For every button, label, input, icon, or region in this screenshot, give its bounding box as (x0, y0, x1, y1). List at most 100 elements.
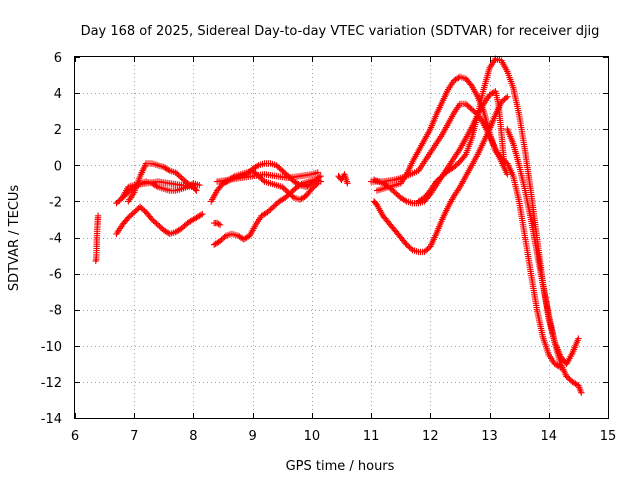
data-point (404, 242, 412, 250)
data-marks (92, 55, 585, 396)
x-tick-label: 12 (422, 429, 439, 444)
data-point (438, 172, 446, 180)
data-point (116, 197, 123, 204)
data-point (129, 210, 136, 217)
y-tick-label: -4 (49, 232, 62, 247)
data-point (221, 233, 228, 241)
data-point (154, 221, 162, 229)
data-point (274, 163, 282, 170)
data-point (253, 163, 261, 170)
y-axis-label: SDTVAR / TECUs (7, 185, 22, 292)
data-point (179, 223, 187, 231)
data-point (173, 170, 181, 178)
series-track-a (92, 212, 102, 265)
series-track-f (210, 219, 224, 229)
data-point (156, 223, 163, 230)
data-point (407, 245, 415, 252)
y-tick-label: -12 (41, 376, 62, 391)
y-tick-label: 0 (54, 159, 62, 174)
y-tick-label: -2 (49, 195, 62, 210)
data-point (314, 180, 322, 187)
data-point (498, 154, 505, 162)
y-tick-label: -8 (49, 304, 62, 319)
data-point (125, 214, 132, 221)
data-point (501, 157, 508, 164)
data-point (179, 176, 187, 183)
series-track-k (335, 171, 351, 187)
plot-frame (74, 56, 609, 419)
data-point (575, 335, 582, 342)
data-point (282, 170, 289, 177)
series-track-o (373, 73, 564, 371)
data-point (157, 224, 165, 231)
data-point (499, 156, 507, 163)
data-point (388, 186, 396, 193)
data-point (394, 191, 401, 199)
data-point (314, 169, 322, 176)
data-point (468, 106, 475, 113)
data-point (138, 204, 145, 212)
data-point (464, 102, 471, 109)
data-point (311, 177, 319, 184)
data-point (199, 210, 206, 218)
data-point (434, 176, 441, 184)
data-point (277, 166, 284, 173)
data-point (564, 374, 572, 382)
data-point (433, 178, 440, 185)
data-point (181, 177, 188, 184)
data-point (216, 237, 224, 245)
x-tick-label: 8 (189, 429, 197, 444)
data-point (128, 186, 135, 193)
data-point (270, 203, 277, 211)
data-point (150, 217, 157, 225)
x-tick-label: 13 (481, 429, 498, 444)
data-point (265, 207, 273, 215)
data-point (193, 187, 200, 194)
data-point (165, 166, 172, 174)
data-point (452, 162, 459, 169)
data-point (289, 187, 296, 195)
data-point (403, 241, 410, 248)
data-point (401, 197, 409, 204)
chart-title: Day 168 of 2025, Sidereal Day-to-day VTE… (81, 24, 600, 39)
data-point (282, 194, 289, 201)
x-tick-label: 14 (541, 429, 558, 444)
data-point (190, 183, 197, 191)
data-point (563, 373, 570, 380)
data-point (499, 97, 507, 104)
y-tick-label: -14 (41, 412, 62, 427)
x-tick-label: 15 (600, 429, 617, 444)
data-point (290, 186, 298, 193)
data-point (566, 375, 573, 383)
data-point (178, 174, 185, 182)
data-point (286, 190, 293, 197)
data-point (470, 107, 477, 114)
data-point (436, 175, 443, 183)
data-point (176, 173, 184, 180)
y-tick-label: -10 (41, 340, 62, 355)
series-track-j (213, 169, 322, 185)
data-point (114, 198, 122, 206)
y-tick-label: -6 (49, 268, 62, 283)
x-tick-label: 9 (249, 429, 257, 444)
data-point (280, 185, 287, 192)
data-point (289, 193, 296, 200)
data-point (264, 209, 271, 216)
data-point (285, 189, 292, 196)
data-point (197, 211, 205, 219)
x-tick-label: 6 (71, 429, 79, 444)
series-track-b (113, 203, 206, 238)
data-point (268, 204, 276, 212)
data-point (267, 206, 274, 213)
data-point (465, 103, 473, 110)
x-tick-label: 11 (363, 429, 380, 444)
data-point (287, 191, 295, 199)
x-axis-label: GPS time / hours (286, 459, 395, 474)
data-point (282, 186, 289, 193)
data-point (437, 174, 444, 181)
data-point (215, 220, 222, 228)
data-point (313, 181, 320, 188)
data-point (276, 164, 283, 172)
data-point (259, 176, 267, 184)
